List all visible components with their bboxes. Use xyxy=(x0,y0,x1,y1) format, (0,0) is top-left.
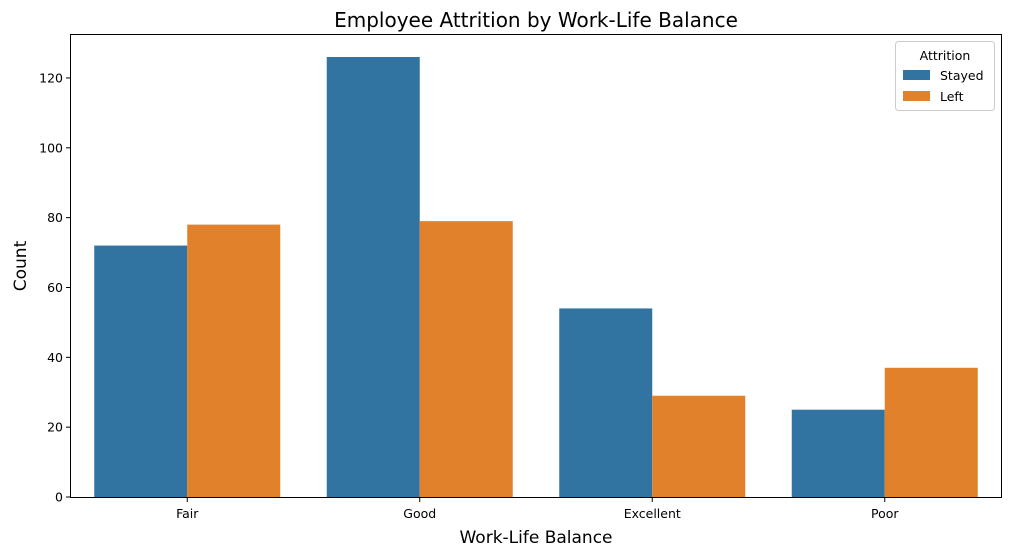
bars xyxy=(94,57,978,497)
bar-excellent-stayed xyxy=(559,308,653,497)
bar-poor-left xyxy=(884,367,978,497)
y-tick-label: 100 xyxy=(39,140,63,155)
bar-poor-stayed xyxy=(791,409,885,497)
plot-frame xyxy=(70,34,1002,498)
x-tick-label: Excellent xyxy=(624,506,681,521)
y-tick-label: 20 xyxy=(47,420,63,435)
legend-label-left: Left xyxy=(940,89,964,104)
legend-title: Attrition xyxy=(920,48,971,63)
bar-fair-left xyxy=(187,224,281,497)
legend: Attrition Stayed Left xyxy=(895,41,995,111)
legend-swatch-stayed xyxy=(903,70,930,80)
x-tick-label: Poor xyxy=(871,506,899,521)
y-tick-label: 120 xyxy=(39,70,63,85)
bar-excellent-left xyxy=(652,395,746,497)
bar-good-left xyxy=(419,221,513,497)
x-tick-label: Good xyxy=(403,506,436,521)
y-tick-label: 80 xyxy=(47,210,63,225)
x-tick-label: Fair xyxy=(176,506,199,521)
x-axis: Fair Good Excellent Poor xyxy=(176,497,899,521)
bar-good-stayed xyxy=(326,57,420,497)
y-tick-label: 40 xyxy=(47,350,63,365)
y-tick-label: 0 xyxy=(55,490,63,505)
legend-label-stayed: Stayed xyxy=(940,68,984,83)
chart-title: Employee Attrition by Work-Life Balance xyxy=(334,8,738,32)
bar-fair-stayed xyxy=(94,245,188,497)
y-axis-label: Count xyxy=(11,240,31,291)
legend-swatch-left xyxy=(903,91,930,101)
x-axis-label: Work-Life Balance xyxy=(459,528,612,548)
y-tick-label: 60 xyxy=(47,280,63,295)
y-axis: 0 20 40 60 80 100 120 xyxy=(39,70,71,505)
